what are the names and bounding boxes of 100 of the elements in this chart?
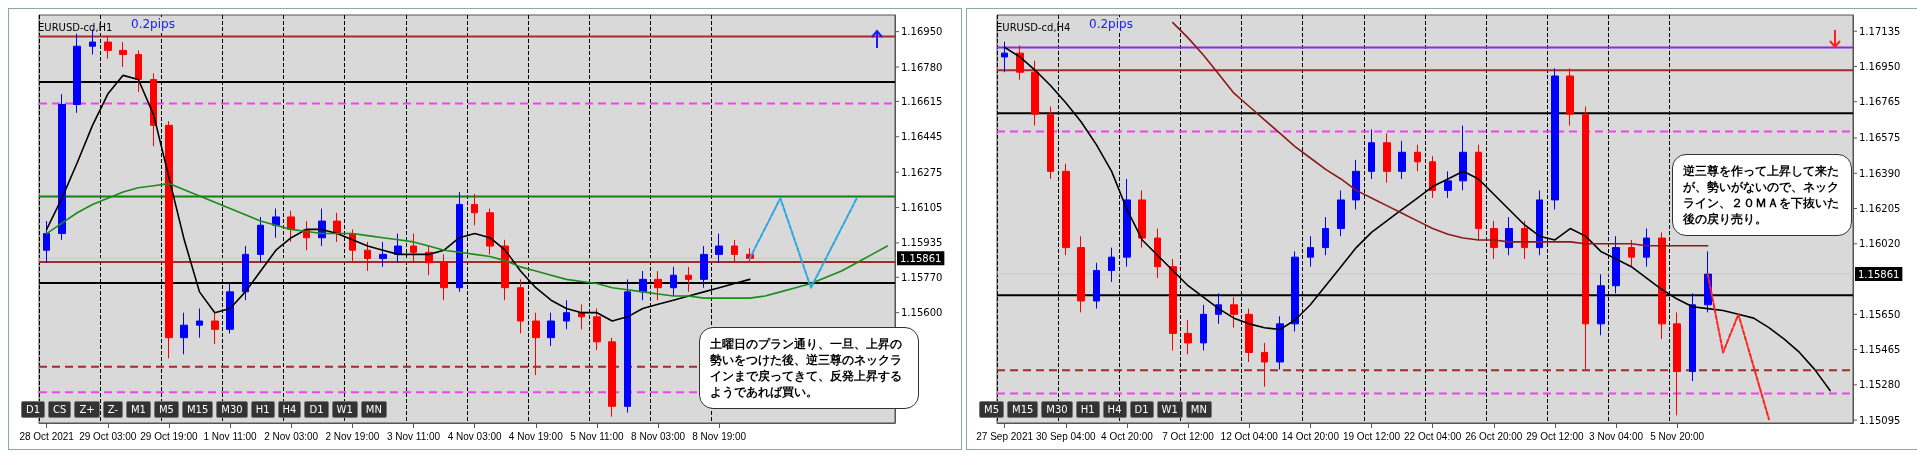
candlestick — [1001, 41, 1008, 73]
candlestick — [1429, 155, 1436, 199]
candlestick — [394, 233, 402, 264]
text: EURUSD-cd,H4 — [996, 21, 1071, 33]
candlestick — [593, 308, 601, 351]
candlestick — [501, 239, 509, 301]
x-tick-label: 30 Sep 04:00 — [1036, 430, 1096, 442]
candlestick — [1154, 228, 1161, 279]
candlestick — [1459, 125, 1467, 191]
ref-line-label: 1.15861 — [1858, 268, 1900, 280]
x-tick-label: 3 Nov 11:00 — [386, 430, 441, 442]
candlestick — [58, 93, 66, 241]
candlestick — [486, 208, 494, 255]
y-tick-label: 1.15650 — [1859, 308, 1901, 320]
annotation: M30 — [216, 401, 248, 418]
candlestick — [1383, 132, 1391, 184]
candlestick — [425, 245, 433, 276]
candlestick — [1475, 144, 1482, 241]
y-tick-label: 1.16105 — [901, 202, 943, 214]
candlestick — [1490, 220, 1498, 260]
x-tick-label: 4 Nov 03:00 — [447, 430, 503, 442]
y-tick-label: 1.16950 — [901, 26, 943, 38]
x-tick-label: 1 Nov 11:00 — [203, 430, 258, 442]
annotation: Z+ — [74, 401, 100, 418]
annotation: H4 — [1102, 401, 1127, 418]
annotation: D1 — [21, 401, 46, 418]
y-tick-label: 1.16205 — [1859, 203, 1901, 215]
candlestick — [1169, 258, 1177, 352]
text: EURUSD-cd,H1 — [38, 21, 113, 33]
candlestick — [287, 210, 295, 243]
y-tick-label: 1.17135 — [1859, 25, 1901, 37]
candlestick — [547, 312, 555, 347]
candlestick — [119, 41, 127, 68]
x-tick-label: 27 Sep 2021 — [976, 430, 1034, 442]
x-tick-label: 19 Oct 12:00 — [1342, 430, 1401, 442]
x-tick-label: 4 Nov 19:00 — [508, 430, 564, 442]
annotation: M15 — [1007, 401, 1039, 418]
y-tick-label: 1.16390 — [1859, 167, 1901, 179]
annotation: M5 — [153, 401, 179, 418]
annotation: 0.2pips — [1089, 17, 1133, 31]
annotation: W1 — [1156, 401, 1183, 418]
x-tick-label: 22 Oct 04:00 — [1404, 430, 1462, 442]
annotation: W1 — [331, 401, 358, 418]
annotation: MN — [1185, 401, 1212, 418]
x-tick-label: 2 Nov 19:00 — [325, 430, 380, 442]
y-tick-label: 1.15935 — [901, 237, 943, 249]
candlestick — [731, 239, 738, 264]
candlestick — [257, 216, 264, 264]
candlestick — [196, 308, 203, 339]
candlestick — [1307, 235, 1314, 268]
x-tick-label: 5 Nov 20:00 — [1650, 430, 1705, 442]
candlestick — [608, 337, 616, 418]
x-tick-label: 14 Oct 20:00 — [1281, 430, 1340, 442]
candlestick — [226, 283, 234, 334]
candlestick — [471, 193, 478, 226]
candlestick — [135, 49, 142, 93]
candlestick — [685, 266, 692, 293]
x-tick-label: 8 Nov 03:00 — [631, 430, 686, 442]
candlestick — [1536, 189, 1543, 256]
candlestick — [1031, 60, 1039, 127]
candlestick — [1643, 228, 1650, 268]
x-tick-label: 12 Oct 04:00 — [1220, 430, 1279, 442]
x-tick-label: 4 Oct 20:00 — [1101, 430, 1154, 442]
candlestick — [456, 191, 463, 293]
x-tick-label: 29 Oct 12:00 — [1526, 430, 1584, 442]
candlestick — [104, 35, 112, 60]
candlestick — [1505, 216, 1513, 256]
candlestick — [1521, 220, 1528, 260]
candlestick — [532, 312, 540, 376]
candlestick — [563, 299, 570, 330]
candlestick — [73, 33, 81, 114]
x-tick-label: 7 Oct 12:00 — [1162, 430, 1215, 442]
annotation: M15 — [181, 401, 214, 418]
candlestick — [1245, 308, 1253, 363]
ref-line-label: 1.15861 — [900, 252, 942, 264]
candlestick — [1016, 45, 1024, 81]
candlestick — [517, 278, 524, 334]
y-tick-label: 1.16780 — [901, 61, 943, 73]
candlestick — [1582, 106, 1589, 371]
candlestick — [1108, 247, 1115, 283]
candlestick — [1337, 189, 1345, 237]
y-tick-label: 1.15600 — [901, 307, 943, 319]
annotation: M5 — [979, 401, 1004, 418]
candlestick — [379, 241, 387, 268]
candlestick — [1261, 342, 1268, 388]
x-tick-label: 8 Nov 19:00 — [692, 430, 747, 442]
x-tick-label: 26 Oct 20:00 — [1465, 430, 1523, 442]
annotation: H1 — [250, 401, 275, 418]
candlestick — [165, 120, 173, 359]
candlestick — [1398, 140, 1406, 180]
x-tick-label: 29 Oct 03:00 — [79, 430, 137, 442]
y-tick-label: 1.15280 — [1859, 379, 1901, 391]
candlestick — [1291, 250, 1299, 332]
candlestick — [410, 233, 417, 264]
y-tick-label: 1.16275 — [901, 166, 943, 178]
y-tick-label: 1.15095 — [1859, 414, 1901, 426]
candlestick — [242, 245, 249, 301]
candlestick — [364, 241, 371, 272]
y-tick-label: 1.16765 — [1859, 96, 1901, 108]
candlestick — [1077, 235, 1085, 313]
